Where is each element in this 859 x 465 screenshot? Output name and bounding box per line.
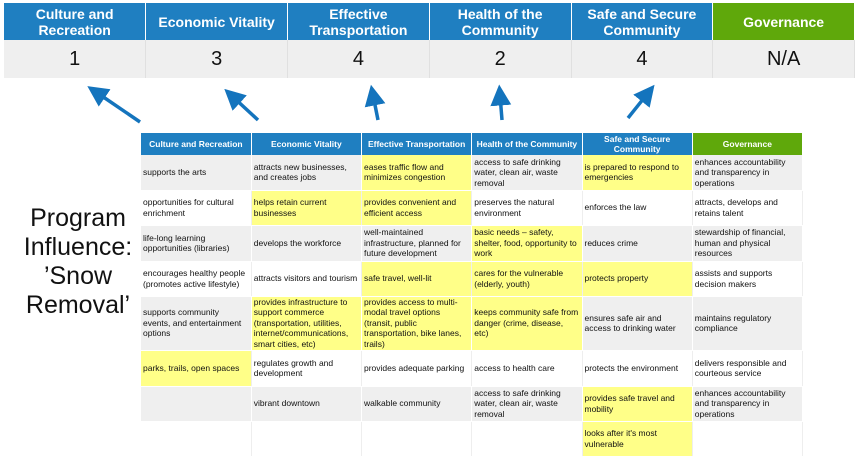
grid-cell-economic: provides infrastructure to support comme… bbox=[251, 296, 363, 351]
grid-cell-governance: stewardship of financial, human and phys… bbox=[692, 225, 804, 262]
summary-header-governance: Governance bbox=[712, 3, 855, 40]
grid-cell-culture: opportunities for cultural enrichment bbox=[141, 190, 252, 226]
arrow-safe bbox=[626, 84, 655, 120]
grid-row: parks, trails, open spaces regulates grow… bbox=[141, 350, 804, 387]
grid-cell-safe: protects property bbox=[582, 261, 693, 297]
grid-cell-governance bbox=[692, 421, 804, 457]
grid-header-governance: Governance bbox=[692, 133, 804, 155]
grid-cell-culture bbox=[141, 386, 252, 422]
grid-row: supports the arts attracts new businesses… bbox=[141, 155, 804, 191]
arrow-culture bbox=[87, 86, 141, 124]
grid-cell-health: access to health care bbox=[471, 350, 583, 387]
grid-cell-transportation: safe travel, well-lit bbox=[361, 261, 473, 297]
criteria-grid: Culture and Recreation Economic Vitality E… bbox=[141, 133, 804, 457]
summary-value-governance: N/A bbox=[712, 40, 855, 78]
grid-row: opportunities for cultural enrichment hel… bbox=[141, 190, 804, 226]
grid-cell-economic: attracts new businesses, and creates job… bbox=[251, 155, 363, 191]
grid-cell-safe: is prepared to respond to emergencies bbox=[582, 155, 693, 191]
grid-cell-culture bbox=[141, 421, 252, 457]
grid-cell-culture: supports community events, and entertain… bbox=[141, 296, 252, 351]
arrow-health bbox=[490, 84, 512, 121]
grid-cell-transportation: provides adequate parking bbox=[361, 350, 473, 387]
summary-value-safe: 4 bbox=[571, 40, 714, 78]
grid-cell-safe: protects the environment bbox=[582, 350, 693, 387]
grid-cell-health: preserves the natural environment bbox=[471, 190, 583, 226]
grid-header-safe: Safe and Secure Community bbox=[582, 133, 693, 155]
grid-cell-transportation: provides access to multi-modal travel op… bbox=[361, 296, 473, 351]
grid-cell-governance: delivers responsible and courteous servi… bbox=[692, 350, 804, 387]
grid-row: encourages healthy people (promotes acti… bbox=[141, 261, 804, 297]
grid-cell-safe: ensures safe air and access to drinking … bbox=[582, 296, 693, 351]
grid-cell-health: keeps community safe from danger (crime,… bbox=[471, 296, 583, 351]
grid-cell-health: access to safe drinking water, clean air… bbox=[471, 155, 583, 191]
grid-cell-safe: enforces the law bbox=[582, 190, 693, 226]
grid-cell-transportation bbox=[361, 421, 473, 457]
grid-cell-governance: enhances accountability and transparency… bbox=[692, 155, 804, 191]
grid-header-transportation: Effective Transportation bbox=[361, 133, 473, 155]
grid-cell-economic: develops the workforce bbox=[251, 225, 363, 262]
grid-cell-culture: supports the arts bbox=[141, 155, 252, 191]
grid-cell-health: access to safe drinking water, clean air… bbox=[471, 386, 583, 422]
summary-value-health: 2 bbox=[429, 40, 572, 78]
grid-cell-economic: helps retain current businesses bbox=[251, 190, 363, 226]
grid-cell-economic bbox=[251, 421, 363, 457]
grid-cell-governance: enhances accountability and transparency… bbox=[692, 386, 804, 422]
summary-value-economic: 3 bbox=[145, 40, 288, 78]
grid-row: life-long learning opportunities (librar… bbox=[141, 225, 804, 262]
grid-cell-culture: life-long learning opportunities (librar… bbox=[141, 225, 252, 262]
summary-header-culture: Culture and Recreation bbox=[4, 3, 147, 40]
program-influence-label: Program Influence: ’Snow Removal’ bbox=[23, 204, 133, 319]
arrow-economic bbox=[224, 88, 260, 122]
summary-header-economic: Economic Vitality bbox=[145, 3, 288, 40]
grid-row: vibrant downtown walkable community access… bbox=[141, 386, 804, 422]
grid-cell-transportation: walkable community bbox=[361, 386, 473, 422]
summary-value-transportation: 4 bbox=[287, 40, 430, 78]
grid-cell-transportation: provides convenient and efficient access bbox=[361, 190, 473, 226]
arrow-transportation bbox=[364, 84, 386, 121]
grid-cell-governance: maintains regulatory compliance bbox=[692, 296, 804, 351]
summary-header-transportation: Effective Transportation bbox=[287, 3, 430, 40]
grid-cell-safe: looks after it's most vulnerable bbox=[582, 421, 693, 457]
grid-cell-transportation: well-maintained infrastructure, planned … bbox=[361, 225, 473, 262]
grid-cell-health: cares for the vulnerable (elderly, youth… bbox=[471, 261, 583, 297]
summary-header-health: Health of the Community bbox=[429, 3, 572, 40]
grid-cell-economic: attracts visitors and tourism bbox=[251, 261, 363, 297]
grid-cell-culture: parks, trails, open spaces bbox=[141, 350, 252, 387]
grid-cell-governance: assists and supports decision makers bbox=[692, 261, 804, 297]
grid-cell-economic: regulates growth and development bbox=[251, 350, 363, 387]
grid-cell-economic: vibrant downtown bbox=[251, 386, 363, 422]
grid-row: looks after it's most vulnerable bbox=[141, 421, 804, 457]
grid-cell-governance: attracts, develops and retains talent bbox=[692, 190, 804, 226]
grid-header-health: Health of the Community bbox=[471, 133, 583, 155]
grid-cell-culture: encourages healthy people (promotes acti… bbox=[141, 261, 252, 297]
grid-cell-health bbox=[471, 421, 583, 457]
grid-header-economic: Economic Vitality bbox=[251, 133, 363, 155]
grid-cell-health: basic needs – safety, shelter, food, opp… bbox=[471, 225, 583, 262]
grid-row: supports community events, and entertain… bbox=[141, 296, 804, 351]
grid-header-culture: Culture and Recreation bbox=[141, 133, 252, 155]
grid-cell-safe: reduces crime bbox=[582, 225, 693, 262]
summary-table: Culture and Recreation Economic Vitality E… bbox=[4, 3, 855, 78]
summary-header-safe: Safe and Secure Community bbox=[571, 3, 714, 40]
summary-value-culture: 1 bbox=[4, 40, 147, 78]
grid-cell-safe: provides safe travel and mobility bbox=[582, 386, 693, 422]
grid-cell-transportation: eases traffic flow and minimizes congest… bbox=[361, 155, 473, 191]
